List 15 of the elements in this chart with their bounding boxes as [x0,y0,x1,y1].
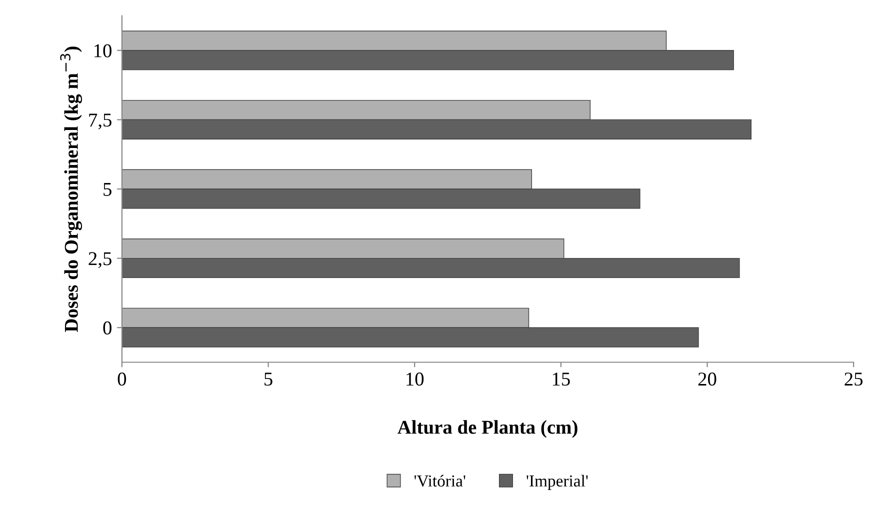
x-tick-label: 20 [698,372,716,386]
x-tick-label: 15 [552,372,570,386]
legend-label: 'Imperial' [526,474,588,490]
y-tick-label: 5 [104,183,112,196]
y-tick-label: 0 [103,321,112,335]
y-tick-label: 2,5 [88,252,112,268]
y-tick-label: 10 [94,44,112,58]
y-axis-title: Doses do Organomineral (kg m$^{−3}$) [60,46,82,332]
x-tick-label: 5 [264,372,272,386]
x-tick-label: 10 [406,372,424,386]
x-tick-label: 25 [844,372,863,386]
x-tick-label: 0 [118,372,126,386]
y-tick-label: 7,5 [89,114,112,130]
x-axis-title: Altura de Planta (cm) [398,420,578,438]
legend-label: 'Vitória' [414,474,466,487]
